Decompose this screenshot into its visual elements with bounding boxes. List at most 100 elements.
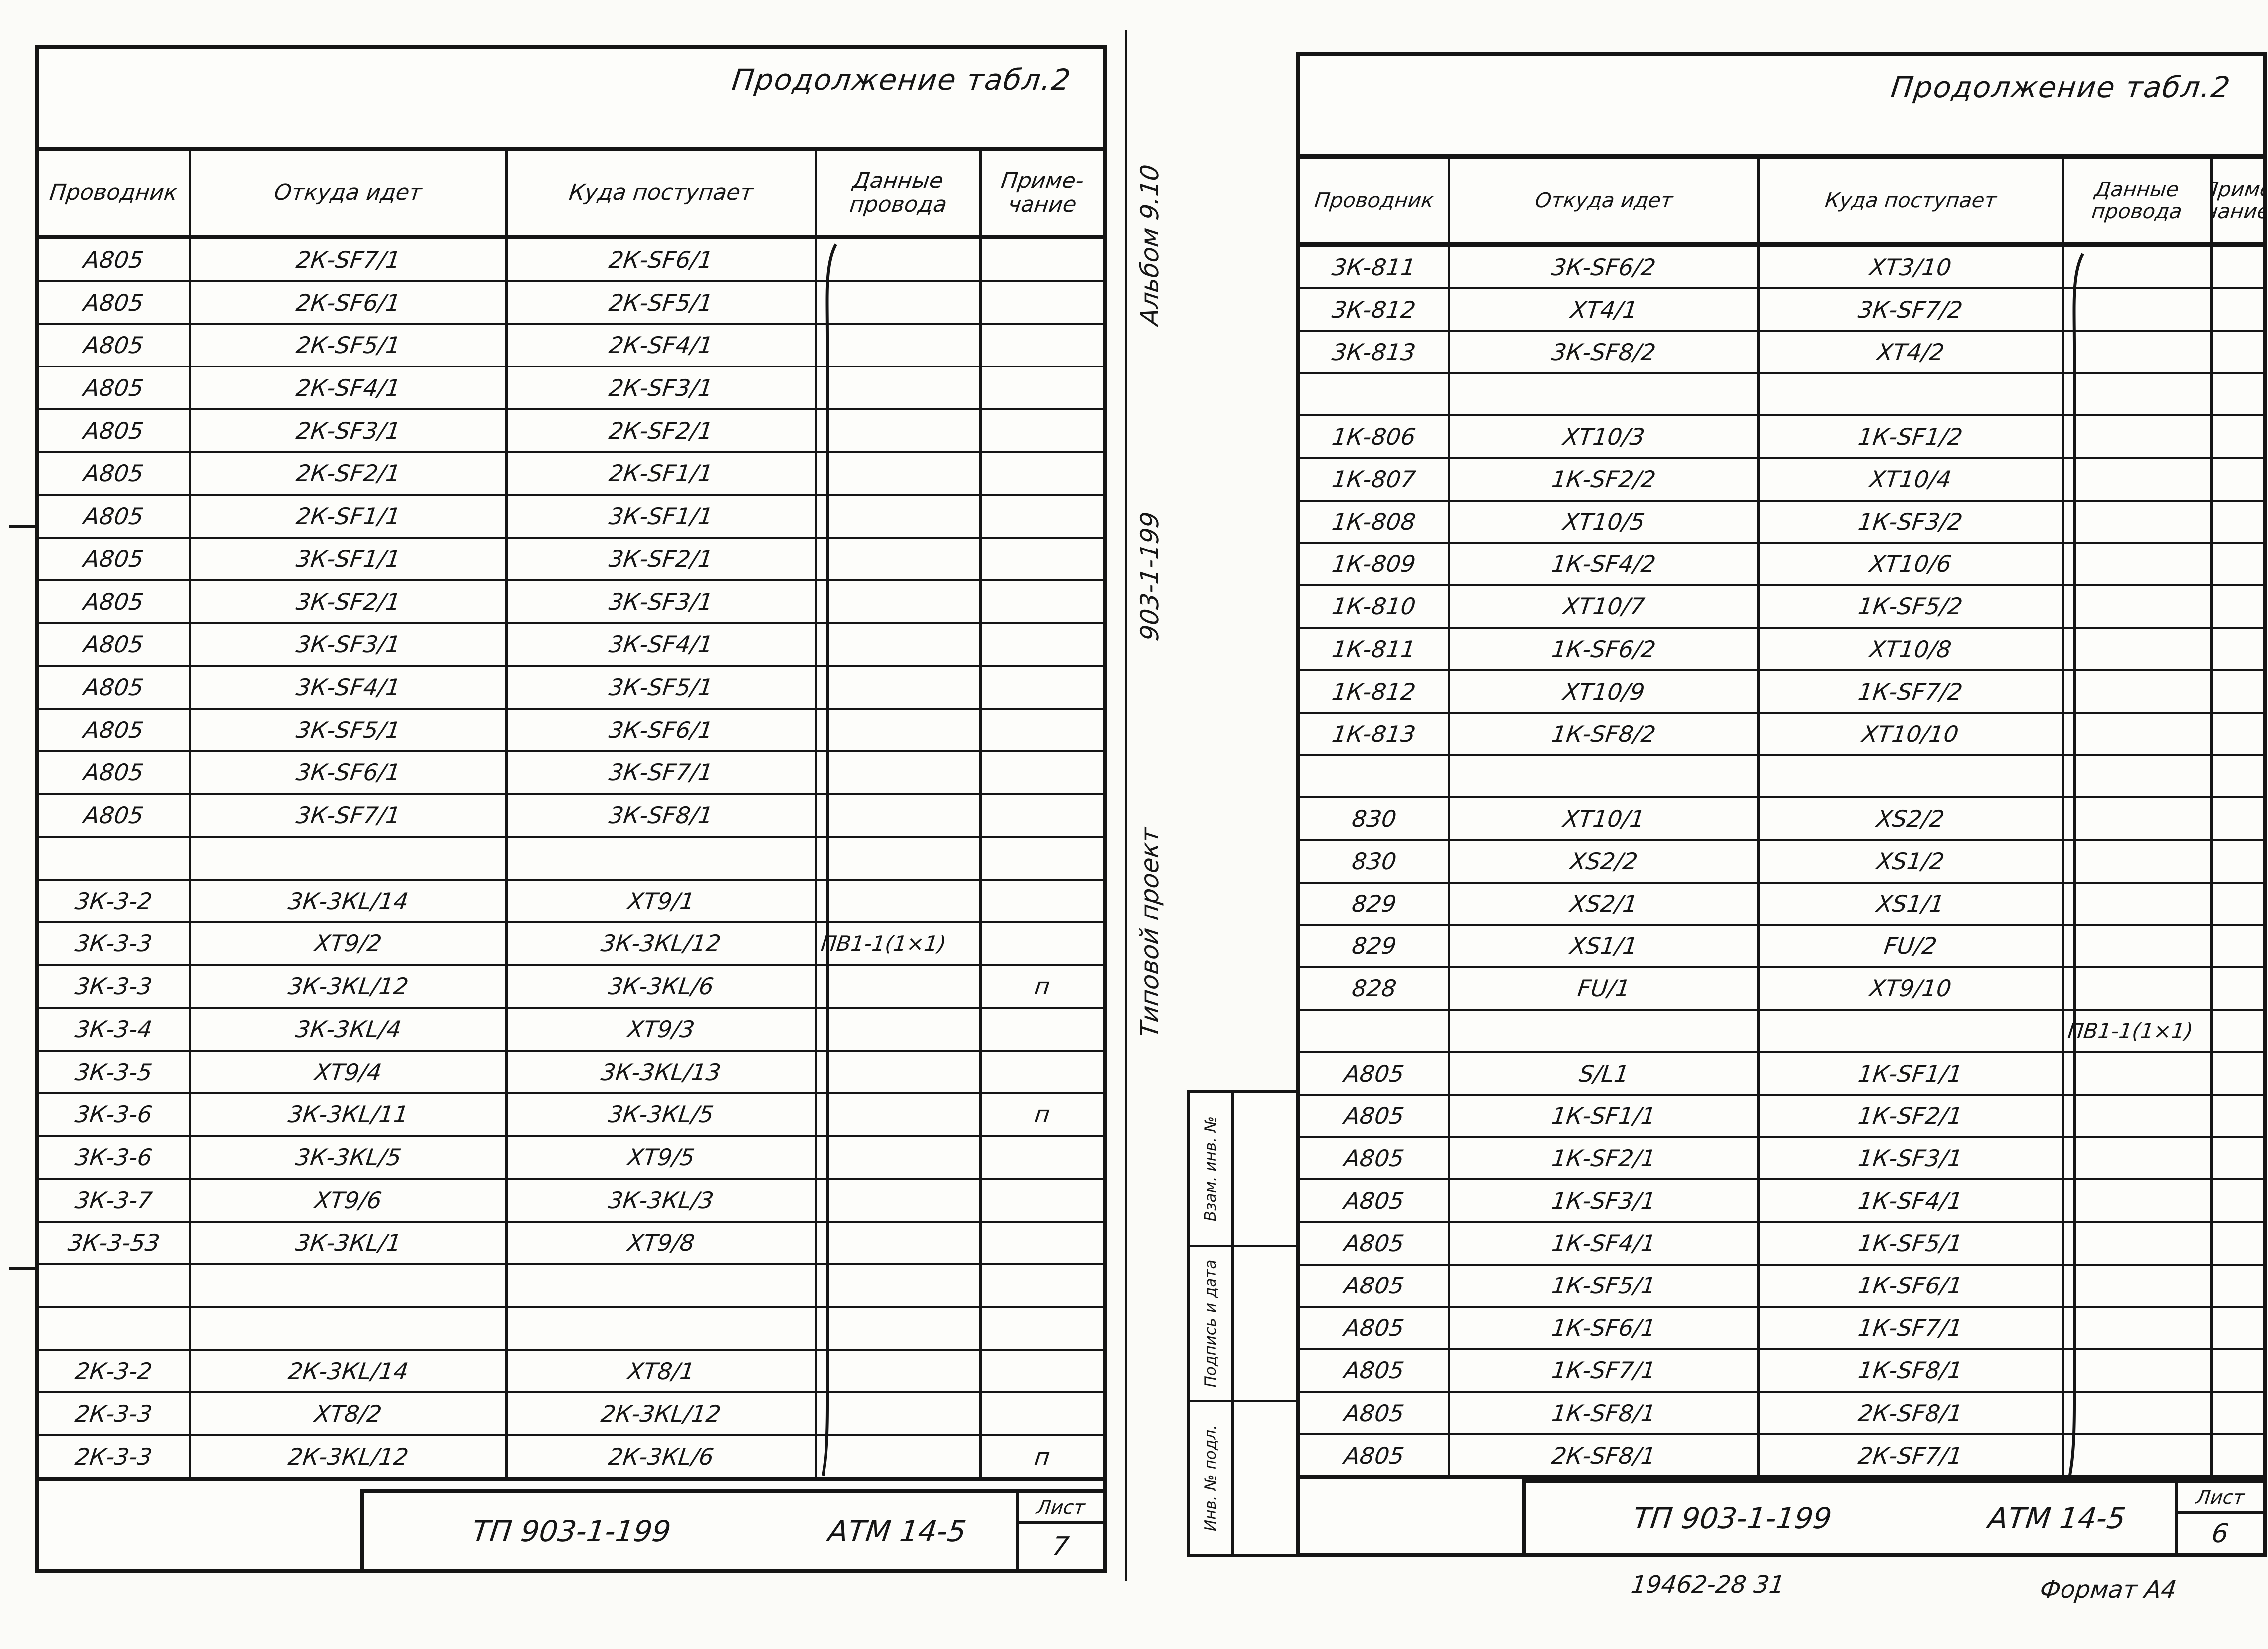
cell-to: ХТ10/6 xyxy=(1760,544,2064,584)
table-row: 829 ХS1/1 FU/2 xyxy=(1300,925,2263,968)
cell-note xyxy=(982,496,1103,537)
cell-wire-data xyxy=(2064,756,2213,797)
cell-conductor: А805 xyxy=(39,239,191,280)
cell-note xyxy=(982,1223,1103,1264)
sheet-number: 7 xyxy=(1050,1531,1071,1562)
cell-wire-data xyxy=(817,1307,982,1349)
cell-to: 1К-SF7/1 xyxy=(1760,1307,2064,1348)
cell-wire-data xyxy=(817,1393,982,1435)
rotated-note-part: Типовой проект xyxy=(1135,826,1164,1039)
table-row: А805 1К-SF3/1 1К-SF4/1 xyxy=(1300,1180,2263,1223)
cell-conductor: А805 xyxy=(1300,1053,1450,1094)
cell-conductor: 3К-812 xyxy=(1300,289,1450,330)
rotated-project-note: Типовой проект 903-1-199 Альбом 9.10 xyxy=(1120,163,1180,1039)
table-row: 2К-3-3 2К-3КL/12 2К-3КL/6 п xyxy=(39,1436,1103,1477)
cell-from: 2К-SF2/1 xyxy=(191,453,508,494)
cell-to: 2К-SF7/1 xyxy=(1760,1435,2064,1476)
cell-from: 3К-SF1/1 xyxy=(191,539,508,579)
cell-conductor: 3К-3-5 xyxy=(39,1051,191,1093)
cell-note xyxy=(982,1393,1103,1434)
title-block: ТП 903-1-199 АТМ 14-5 Лист 6 xyxy=(1522,1479,2263,1553)
rotated-note-part: Альбом 9.10 xyxy=(1135,163,1164,327)
stamp-cell: Взам. инв. № xyxy=(1190,1093,1296,1248)
cell-wire-data xyxy=(817,1265,982,1306)
cell-wire-data xyxy=(817,752,982,793)
cell-from: 2К-SF7/1 xyxy=(191,239,508,280)
cell-wire-data xyxy=(817,1350,982,1392)
table-row: А805 1К-SF4/1 1К-SF5/1 xyxy=(1300,1223,2263,1266)
cell-conductor: А805 xyxy=(39,367,191,408)
cell-note xyxy=(982,710,1103,750)
cell-wire-data xyxy=(2064,374,2213,415)
cell-to: 3К-3КL/6 xyxy=(508,966,817,1007)
cell-to: ХS1/1 xyxy=(1760,883,2064,924)
cell-conductor: 3К-3-7 xyxy=(39,1179,191,1221)
cell-wire-data xyxy=(2064,1096,2213,1136)
cell-to: 2К-SF4/1 xyxy=(508,325,817,366)
table-row: А805 2К-SF1/1 3К-SF1/1 xyxy=(39,496,1103,539)
cell-note xyxy=(2213,1053,2263,1094)
table-row xyxy=(39,1265,1103,1308)
cell-wire-data: ПВ1-1(1×1) xyxy=(2064,1010,2213,1052)
cell-to: ХS1/2 xyxy=(1760,841,2064,882)
cell-to: 2К-SF2/1 xyxy=(508,410,817,451)
cell-from: ХS2/1 xyxy=(1450,883,1760,924)
cell-wire-data xyxy=(817,581,982,622)
cell-from: 3К-SF3/1 xyxy=(191,624,508,665)
table-row: 3К-3-3 ХТ9/2 3К-3КL/12 ПВ1-1(1×1) xyxy=(39,923,1103,966)
cell-to: 1К-SF5/1 xyxy=(1760,1223,2064,1264)
left-table-body: А805 2К-SF7/1 2К-SF6/1 А805 2К-SF6/1 2К-SF5/1… xyxy=(39,239,1103,1481)
cell-to: 3К-SF6/1 xyxy=(508,709,817,750)
cell-note xyxy=(2213,1350,2263,1391)
cell-note xyxy=(2213,1011,2263,1051)
table-row: 1К-806 ХТ10/3 1К-SF1/2 xyxy=(1300,416,2263,459)
table-row: 830 ХТ10/1 ХS2/2 xyxy=(1300,798,2263,841)
table-row: А805 1К-SF7/1 1К-SF8/1 xyxy=(1300,1350,2263,1393)
cell-conductor: 1К-812 xyxy=(1300,671,1450,712)
cell-to: ХТ9/3 xyxy=(508,1008,817,1050)
table-row xyxy=(1300,756,2263,799)
cell-to: 2К-3КL/12 xyxy=(508,1393,817,1435)
cell-to: 1К-SF1/1 xyxy=(1760,1053,2064,1094)
cell-wire-data xyxy=(2064,883,2213,924)
table-row: А805 2К-SF6/1 2К-SF5/1 xyxy=(39,282,1103,325)
cell-from: 1К-SF8/1 xyxy=(1450,1392,1760,1434)
cell-to: 3К-SF7/2 xyxy=(1760,289,2064,330)
cell-from: ХТ9/2 xyxy=(191,923,508,964)
cell-from xyxy=(1450,756,1760,797)
table-row: 2К-3-3 ХТ8/2 2К-3КL/12 xyxy=(39,1393,1103,1437)
stamp-cell-blank xyxy=(1234,1093,1296,1245)
cell-wire-data xyxy=(817,1137,982,1178)
table-row xyxy=(1300,374,2263,417)
cell-conductor: 1К-808 xyxy=(1300,501,1450,542)
cell-conductor: 1К-807 xyxy=(1300,459,1450,500)
cell-to: 1К-SF6/1 xyxy=(1760,1265,2064,1306)
cell-wire-data xyxy=(817,239,982,280)
cell-wire-data xyxy=(817,539,982,579)
rotated-note-part: 903-1-199 xyxy=(1135,510,1164,643)
table-row: 3К-3-2 3К-3КL/14 ХТ9/1 xyxy=(39,880,1103,923)
cell-to: ХТ4/2 xyxy=(1760,332,2064,372)
column-header-from: Откуда идет xyxy=(191,151,508,235)
cell-from: 1К-SF4/1 xyxy=(1450,1223,1760,1264)
cell-conductor: 829 xyxy=(1300,883,1450,924)
left-table-header: Проводник Откуда идет Куда поступает Данные… xyxy=(39,147,1103,239)
right-table-header: Проводник Откуда идет Куда поступает Данные… xyxy=(1300,154,2263,247)
table-row: 1К-809 1К-SF4/2 ХТ10/6 xyxy=(1300,544,2263,586)
cell-wire-data xyxy=(2064,1435,2213,1476)
cell-from: 3К-SF7/1 xyxy=(191,795,508,836)
cell-from: 3К-SF2/1 xyxy=(191,581,508,622)
cell-note xyxy=(2213,1223,2263,1264)
title-block-object: АТМ 14-5 xyxy=(1986,1501,2128,1535)
cell-to: 3К-3КL/12 xyxy=(508,923,817,964)
title-block-project: ТП 903-1-199 xyxy=(470,1514,673,1548)
cell-wire-data xyxy=(2064,714,2213,754)
cell-wire-data xyxy=(2064,798,2213,839)
cell-to xyxy=(508,1265,817,1306)
cell-note xyxy=(2213,289,2263,330)
cell-to: 2К-SF5/1 xyxy=(508,282,817,323)
cell-to xyxy=(1760,374,2064,415)
cell-note xyxy=(2213,332,2263,372)
table-row: 1К-810 ХТ10/7 1К-SF5/2 xyxy=(1300,586,2263,629)
